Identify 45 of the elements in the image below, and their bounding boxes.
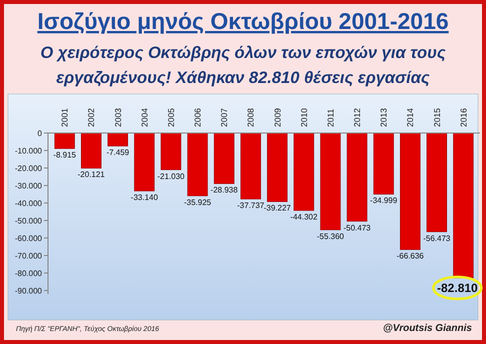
data-label: -20.121 bbox=[78, 170, 106, 180]
x-tick-label: 2003 bbox=[112, 108, 123, 127]
y-tick-label: -80.000 bbox=[14, 268, 43, 278]
data-label: -7.459 bbox=[106, 148, 130, 158]
x-tick-label: 2009 bbox=[272, 108, 282, 127]
x-tick-label: 2014 bbox=[405, 108, 416, 127]
data-label: -37.737 bbox=[237, 201, 265, 210]
y-tick-label: -50.000 bbox=[14, 216, 43, 226]
x-tick-label: 2011 bbox=[325, 108, 336, 127]
chart-subtitle: Ο χειρότερος Οκτώβρης όλων των εποχών για τους εργαζομένους! Χάθηκαν 82.810 θέσεις εργασίας bbox=[40, 44, 446, 87]
data-label: -66.636 bbox=[396, 252, 424, 261]
data-label: -50.473 bbox=[343, 223, 372, 232]
x-tick-label: 2007 bbox=[219, 108, 230, 127]
y-tick-label: 0 bbox=[38, 128, 43, 138]
data-label: -55.360 bbox=[316, 232, 345, 241]
text: @Vroutsis Giannis bbox=[382, 323, 472, 334]
y-tick-label: -40.000 bbox=[14, 198, 43, 208]
data-label: -21.030 bbox=[157, 172, 186, 181]
x-tick-label: 2012 bbox=[352, 108, 362, 127]
x-tick-label: 2015 bbox=[432, 108, 442, 127]
data-label: -33.140 bbox=[130, 192, 158, 202]
y-tick-label: -70.000 bbox=[14, 251, 43, 260]
data-label: -8.915 bbox=[53, 150, 77, 160]
data-label: -82.810 bbox=[437, 280, 478, 295]
data-label: -44.302 bbox=[290, 212, 318, 222]
data-label: -28.938 bbox=[210, 186, 238, 195]
y-tick-label: -30.000 bbox=[14, 181, 43, 190]
data-label: -56.473 bbox=[423, 234, 451, 243]
y-tick-label: -10.000 bbox=[14, 146, 43, 156]
x-tick-label: 2001 bbox=[60, 108, 70, 127]
y-tick-label: -20.000 bbox=[14, 164, 43, 173]
y-tick-label: -90.000 bbox=[14, 286, 43, 296]
data-label: -34.999 bbox=[370, 196, 398, 206]
x-tick-label: 2013 bbox=[378, 108, 389, 127]
x-tick-label: 2002 bbox=[86, 108, 96, 127]
data-label: -39.227 bbox=[264, 204, 292, 213]
x-tick-label: 2008 bbox=[246, 108, 256, 127]
data-label: -35.925 bbox=[184, 198, 212, 207]
x-tick-label: 2004 bbox=[139, 108, 150, 127]
x-tick-label: 2006 bbox=[192, 108, 203, 127]
x-tick-label: 2010 bbox=[298, 108, 309, 127]
chart-title: Ισοζύγιο μηνός Οκτωβρίου 2001-2016 bbox=[37, 8, 449, 34]
x-tick-label: 2005 bbox=[166, 108, 176, 127]
x-tick-label: 2016 bbox=[458, 108, 468, 127]
y-tick-label: -60.000 bbox=[14, 234, 43, 243]
